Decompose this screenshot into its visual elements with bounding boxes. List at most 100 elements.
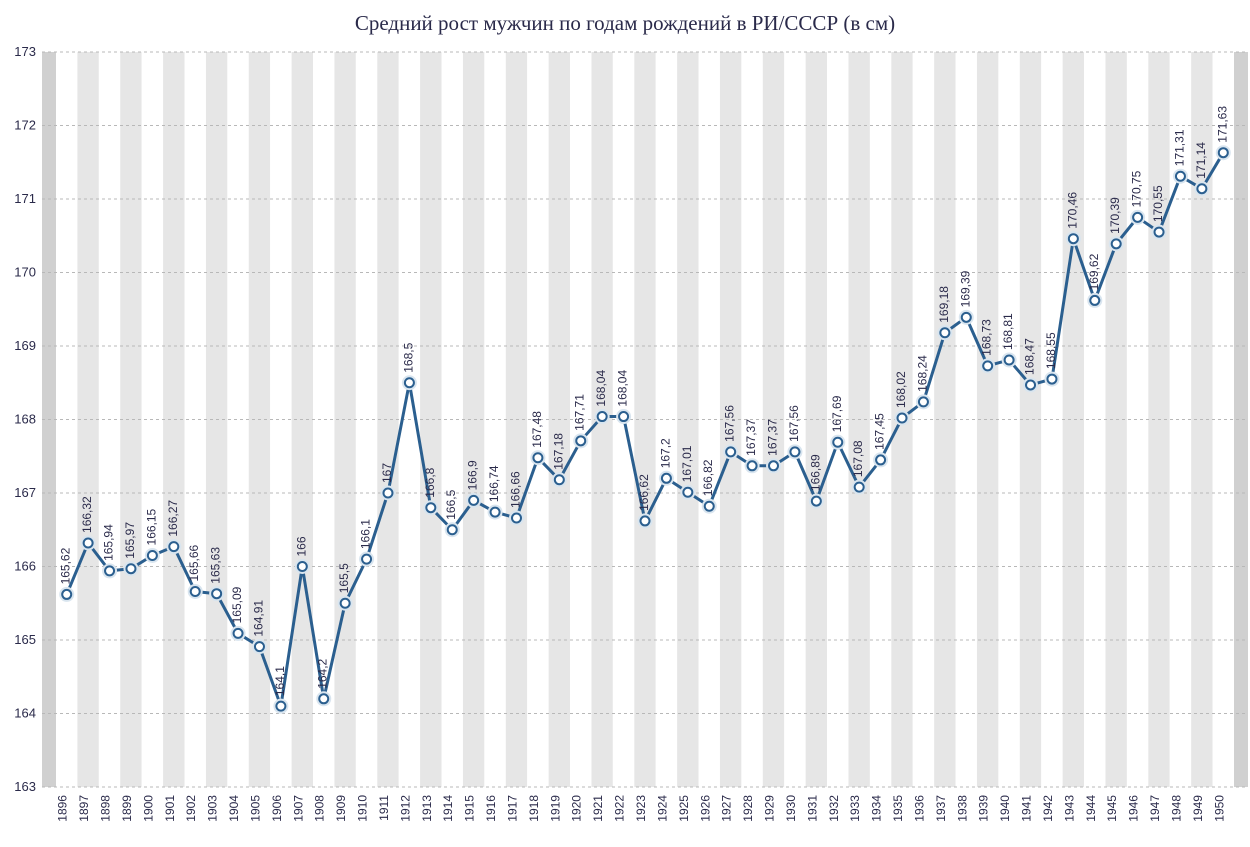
x-axis-label: 1939 [977,795,991,822]
x-axis-label: 1936 [912,795,926,822]
x-axis-label: 1922 [613,795,627,822]
x-axis-label: 1919 [548,795,562,822]
data-point [126,564,135,573]
data-label: 166,66 [508,471,522,508]
data-label: 166,27 [166,500,180,537]
data-label: 168,55 [1044,332,1058,369]
data-label: 167,56 [723,405,737,442]
data-point [212,589,221,598]
x-axis-label: 1926 [698,795,712,822]
x-axis-label: 1934 [870,795,884,822]
x-axis-label: 1900 [141,795,155,822]
data-point [962,313,971,322]
data-label: 166,1 [359,519,373,549]
data-point [62,590,71,599]
data-label: 165,62 [59,547,73,584]
data-label: 168,24 [915,355,929,392]
y-axis-label: 165 [14,632,36,647]
x-axis-label: 1915 [463,795,477,822]
x-axis-label: 1899 [120,795,134,822]
data-point [169,542,178,551]
data-point [148,551,157,560]
data-label: 168,81 [1001,313,1015,350]
data-point [298,562,307,571]
x-axis-label: 1907 [291,795,305,822]
x-axis-label: 1924 [655,795,669,822]
data-label: 165,94 [102,524,116,561]
x-axis-label: 1947 [1148,795,1162,822]
data-point [812,497,821,506]
data-label: 168,73 [980,319,994,356]
data-label: 170,55 [1151,185,1165,222]
data-point [1112,239,1121,248]
data-point [1219,148,1228,157]
data-point [790,447,799,456]
y-axis-label: 168 [14,412,36,427]
data-point [1005,355,1014,364]
x-axis-label: 1925 [677,795,691,822]
data-point [1090,296,1099,305]
data-label: 164,2 [316,658,330,688]
data-point [491,508,500,517]
data-label: 165,63 [209,547,223,584]
x-axis-label: 1914 [441,795,455,822]
data-label: 166 [294,536,308,556]
y-axis-label: 173 [14,44,36,59]
data-point [84,538,93,547]
x-axis-label: 1938 [955,795,969,822]
data-point [919,397,928,406]
y-axis-label: 163 [14,779,36,794]
x-axis-label: 1927 [720,795,734,822]
data-label: 166,9 [466,460,480,490]
x-axis-label: 1931 [805,795,819,822]
x-axis-label: 1944 [1084,795,1098,822]
data-point [876,455,885,464]
data-point [1047,375,1056,384]
data-label: 164,1 [273,666,287,696]
data-label: 167,56 [787,405,801,442]
x-axis-label: 1906 [270,795,284,822]
data-label: 166,62 [637,474,651,511]
line-chart: 1631641651661671681691701711721731896189… [0,0,1250,847]
y-axis-label: 164 [14,706,36,721]
data-label: 167,71 [573,394,587,431]
data-label: 169,62 [1087,253,1101,290]
data-label: 166,5 [444,489,458,519]
x-axis-label: 1932 [827,795,841,822]
x-axis-label: 1908 [313,795,327,822]
x-axis-label: 1903 [206,795,220,822]
data-label: 167,48 [530,411,544,448]
data-point [576,436,585,445]
data-point [940,328,949,337]
x-axis-label: 1942 [1041,795,1055,822]
data-label: 168,02 [894,371,908,408]
data-point [105,566,114,575]
data-label: 168,04 [616,370,630,407]
data-label: 165,5 [337,563,351,593]
data-label: 167,08 [851,440,865,477]
data-label: 167,2 [658,438,672,468]
data-point [748,461,757,470]
data-label: 166,74 [487,465,501,502]
data-label: 167,37 [744,419,758,456]
y-axis-label: 169 [14,338,36,353]
data-point [1026,380,1035,389]
data-point [769,461,778,470]
x-axis-label: 1937 [934,795,948,822]
x-axis-label: 1943 [1062,795,1076,822]
data-label: 168,47 [1023,338,1037,375]
data-point [191,587,200,596]
data-point [1176,172,1185,181]
y-axis-label: 167 [14,485,36,500]
data-point [555,475,564,484]
data-point [833,438,842,447]
data-point [662,474,671,483]
data-point [855,483,864,492]
x-axis-label: 1910 [356,795,370,822]
data-point [683,488,692,497]
data-point [641,516,650,525]
data-point [383,489,392,498]
data-point [276,702,285,711]
x-axis-label: 1917 [505,795,519,822]
data-label: 165,97 [123,522,137,559]
